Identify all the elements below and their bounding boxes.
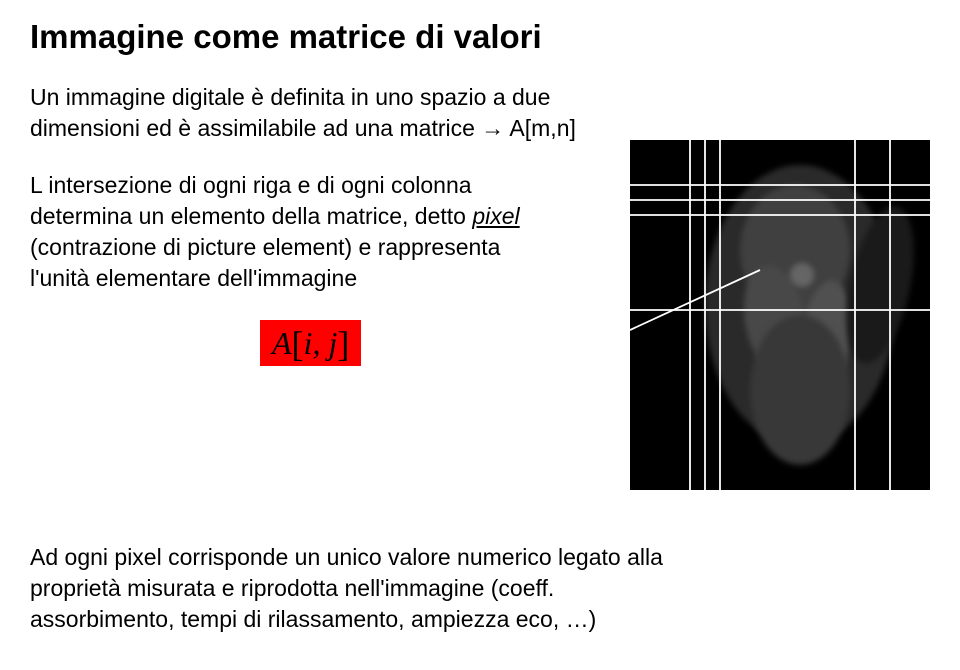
formula-ij: i, j	[304, 325, 338, 361]
p2-text-b: (contrazione di picture element) e rappr…	[30, 234, 500, 291]
paragraph-3: Ad ogni pixel corrisponde un unico valor…	[30, 542, 670, 635]
mri-svg	[630, 140, 930, 490]
paragraph-1: Un immagine digitale è definita in uno s…	[30, 82, 590, 144]
p2-text-a: L intersezione di ogni riga e di ogni co…	[30, 172, 472, 229]
mri-figure	[630, 140, 930, 490]
slide-title: Immagine come matrice di valori	[30, 18, 930, 56]
formula-bracket-close: ]	[337, 324, 349, 364]
formula-A: A	[272, 325, 292, 361]
formula-bracket-open: [	[292, 324, 304, 364]
p1-text-a: Un immagine digitale è definita in uno s…	[30, 84, 550, 141]
formula-box: A[i, j]	[260, 320, 361, 366]
paragraph-2: L intersezione di ogni riga e di ogni co…	[30, 170, 550, 294]
p1-text-b: → A[m,n]	[481, 115, 576, 141]
p2-pixel: pixel	[472, 203, 519, 229]
